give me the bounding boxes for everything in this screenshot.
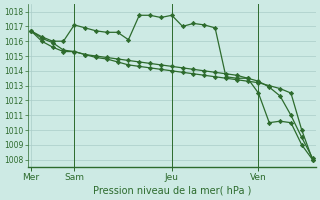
X-axis label: Pression niveau de la mer( hPa ): Pression niveau de la mer( hPa ) — [92, 186, 251, 196]
